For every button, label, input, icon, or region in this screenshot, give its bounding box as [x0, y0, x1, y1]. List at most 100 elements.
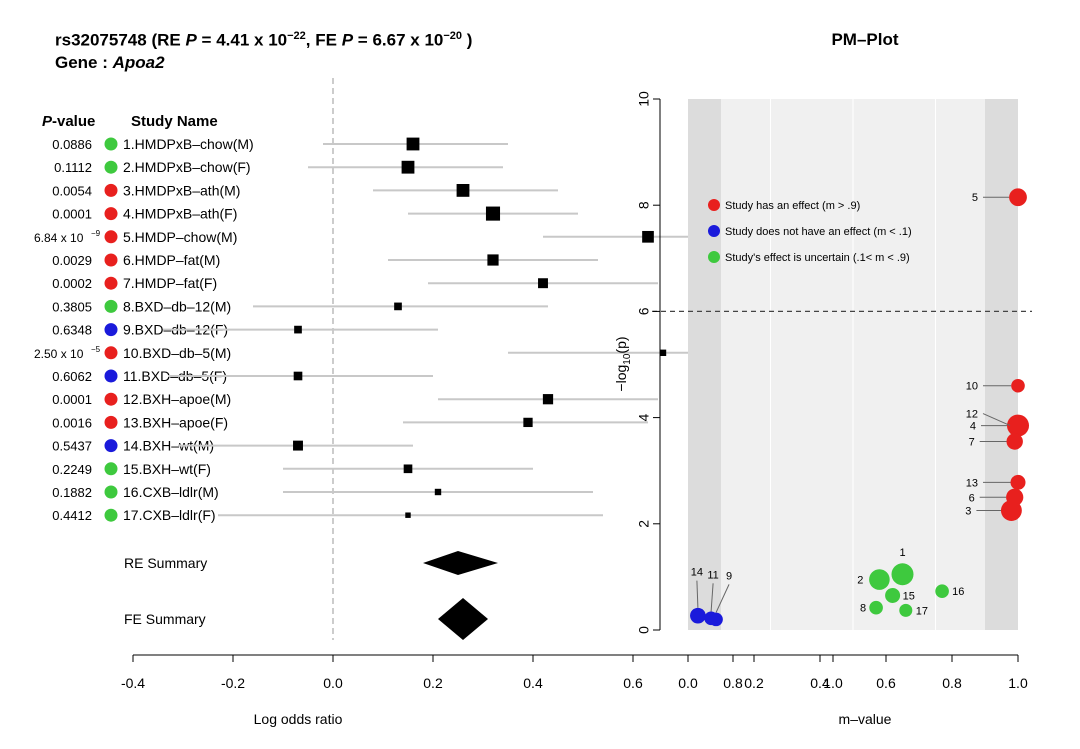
forest-tick-label: 0.2 — [423, 675, 443, 691]
study-row: 0.3805 8.BXD–db–12(M) — [52, 298, 548, 314]
study-name: 15.BXH–wt(F) — [123, 461, 211, 477]
pm-point-label: 7 — [969, 436, 975, 448]
re-p-value: 4.41 x 10 — [216, 30, 288, 50]
study-pvalue-exponent: −5 — [91, 345, 101, 354]
study-status-dot — [104, 485, 118, 499]
pm-point-label: 9 — [726, 570, 732, 582]
study-name: 13.BXH–apoe(F) — [123, 414, 228, 430]
forest-tick-label: 0.6 — [623, 675, 643, 691]
study-pvalue: 0.6062 — [52, 369, 92, 384]
study-row: 0.0002 7.HMDP–fat(F) — [52, 275, 658, 291]
pm-leader-line — [696, 580, 699, 608]
study-pvalue: 0.0002 — [52, 276, 92, 291]
study-status-dot — [104, 160, 118, 174]
study-name-header: Study Name — [131, 113, 218, 130]
pm-y-tick-label: 6 — [636, 307, 652, 315]
pm-point-label: 2 — [857, 575, 863, 587]
pm-point — [1011, 378, 1025, 393]
study-estimate-box — [293, 371, 303, 381]
pm-y-tick-label: 8 — [636, 201, 652, 209]
study-row: 0.4412 17.CXB–ldlr(F) — [52, 507, 603, 523]
study-estimate-box — [538, 278, 548, 289]
study-status-dot — [104, 369, 118, 383]
pm-plot-title: PM–Plot — [831, 30, 898, 49]
re-equals: = — [201, 30, 212, 50]
study-row: 0.0001 4.HMDPxB–ath(F) — [52, 206, 578, 222]
study-estimate-box — [485, 206, 501, 221]
pm-x-tick-label: 0.0 — [678, 675, 698, 691]
study-name: 17.CXB–ldlr(F) — [123, 507, 216, 523]
pm-point-label: 12 — [966, 409, 978, 421]
pm-x-tick-label: 0.8 — [942, 675, 962, 691]
chart-header: rs32075748 (RE P = 4.41 x 10−22, FE P = … — [55, 30, 472, 51]
pm-point-label: 14 — [691, 567, 703, 579]
study-row: 6.84 x 10 −9 5.HMDP–chow(M) — [34, 229, 753, 245]
pm-leader-line — [715, 584, 730, 613]
study-status-dot — [104, 346, 118, 360]
study-row: 0.2249 15.BXH–wt(F) — [52, 461, 533, 477]
pm-point-label: 16 — [952, 586, 964, 598]
study-estimate-box — [294, 325, 302, 334]
study-pvalue: 0.3805 — [52, 299, 92, 314]
study-estimate-box — [406, 137, 420, 151]
pm-point — [1006, 488, 1024, 506]
forest-tick-label: 0.4 — [523, 675, 543, 691]
pm-point-label: 8 — [860, 603, 866, 615]
legend-marker — [708, 225, 720, 237]
pm-point — [935, 584, 949, 599]
study-status-dot — [104, 299, 118, 313]
pm-y-tick-label: 2 — [636, 520, 652, 528]
study-row: 0.0016 13.BXH–apoe(F) — [52, 414, 648, 430]
pm-x-tick-label: 0.6 — [876, 675, 896, 691]
forest-tick-label: 1.0 — [823, 675, 843, 691]
study-pvalue: 0.0001 — [52, 207, 92, 222]
pm-x-label: m–value — [839, 711, 892, 727]
pm-y-tick-label: 4 — [636, 413, 652, 421]
pm-point — [1009, 188, 1027, 207]
legend-label: Study has an effect (m > .9) — [725, 200, 860, 212]
study-row: 0.1882 16.CXB–ldlr(M) — [52, 484, 593, 500]
pm-point — [1006, 433, 1023, 450]
study-estimate-box — [394, 302, 402, 311]
pm-point-label: 3 — [965, 506, 971, 518]
summary-label: RE Summary — [124, 555, 207, 571]
study-name: 8.BXD–db–12(M) — [123, 298, 231, 314]
pm-point-label: 17 — [916, 605, 928, 617]
gene-line: Gene : Apoa2 — [55, 53, 165, 73]
pm-y-tick-label: 0 — [636, 626, 652, 634]
study-pvalue: 0.0886 — [52, 137, 92, 152]
legend-marker — [708, 199, 720, 211]
study-status-dot — [104, 207, 118, 221]
pm-point — [1010, 474, 1026, 490]
pm-y-tick-label: 10 — [636, 91, 652, 107]
study-pvalue: 0.6348 — [52, 323, 92, 338]
study-row: 0.5437 14.BXH–wt(M) — [52, 438, 413, 454]
summary-diamond — [438, 598, 488, 640]
fe-equals: = — [357, 30, 368, 50]
study-pvalue: 0.0016 — [52, 415, 92, 430]
study-estimate-box — [487, 254, 499, 266]
study-name: 6.HMDP–fat(M) — [123, 252, 220, 268]
study-name: 16.CXB–ldlr(M) — [123, 484, 219, 500]
legend-label: Study does not have an effect (m < .1) — [725, 226, 912, 238]
summary-row: RE Summary — [124, 551, 498, 575]
study-name: 1.HMDPxB–chow(M) — [123, 136, 254, 152]
pm-point — [885, 587, 901, 603]
pm-legend: Study has an effect (m > .9) Study does n… — [708, 199, 912, 264]
study-pvalue: 0.1882 — [52, 485, 92, 500]
pm-point-label: 13 — [966, 477, 978, 489]
forest-tick-label: 0.8 — [723, 675, 743, 691]
fe-label: , FE — [305, 30, 337, 50]
pm-point — [891, 563, 914, 586]
pm-point-label: 15 — [903, 590, 915, 602]
study-estimate-box — [659, 349, 667, 356]
study-pvalue-exponent: −9 — [91, 229, 101, 238]
study-name: 3.HMDPxB–ath(M) — [123, 182, 240, 198]
pm-y-axis: 0 2 4 6 8 10 −log10(p) — [613, 91, 661, 634]
study-status-dot — [104, 508, 118, 522]
pm-leader-line — [710, 583, 714, 612]
study-status-dot — [104, 323, 118, 337]
study-estimate-box — [293, 440, 303, 451]
